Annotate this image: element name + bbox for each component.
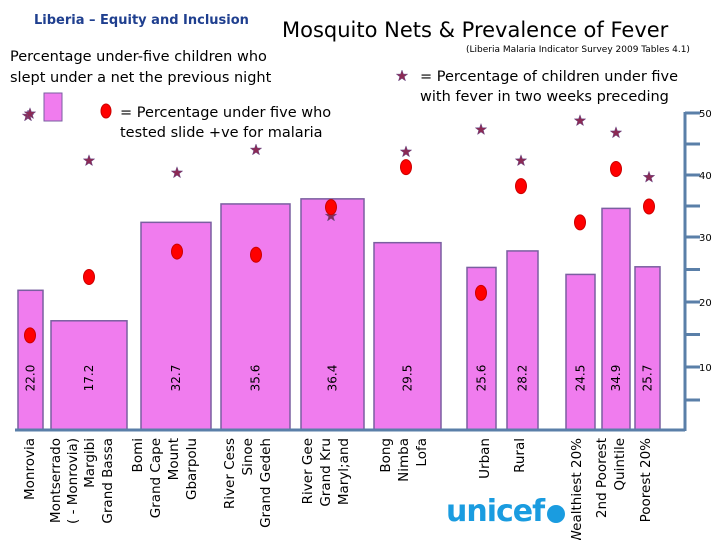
category-label: Grand Bassa <box>100 438 116 524</box>
fever-star-1 <box>82 154 96 167</box>
fever-star-7 <box>514 154 528 167</box>
bar-1 <box>50 320 128 431</box>
category-label: River Gee <box>300 438 316 504</box>
category-label: Lofa <box>414 438 430 467</box>
category-label: 2nd Poorest <box>594 438 610 518</box>
malaria-circle-5 <box>400 159 412 176</box>
y-tick-label: 10 <box>699 363 712 374</box>
category-label: Rural <box>512 438 528 473</box>
unicef-emblem-icon <box>547 505 565 523</box>
fever-star-8 <box>573 114 587 127</box>
category-label: Margibi <box>82 438 98 488</box>
category-label: Mount <box>166 438 182 480</box>
fever-star-6 <box>474 122 488 136</box>
bar-value-label: 24.5 <box>574 365 588 392</box>
malaria-circle-9 <box>610 161 622 178</box>
fever-star-5 <box>399 145 413 158</box>
malaria-circle-0 <box>24 327 36 344</box>
malaria-circle-8 <box>574 214 586 231</box>
bar-value-label: 25.6 <box>475 365 489 392</box>
bar-9 <box>601 207 631 431</box>
y-tick-label: 40 <box>699 171 712 182</box>
fever-star-3 <box>249 143 263 156</box>
bar-3 <box>220 203 291 431</box>
bar-value-label: 34.9 <box>609 365 623 392</box>
legend-star-icon <box>395 69 409 82</box>
malaria-circle-3 <box>250 246 262 263</box>
malaria-circle-1 <box>83 268 95 285</box>
source-note: (Liberia Malaria Indicator Survey 2009 T… <box>466 45 690 55</box>
bar-value-label: 25.7 <box>641 365 655 392</box>
bar-value-label: 32.7 <box>169 365 183 392</box>
y-tick-label: 30 <box>699 233 712 244</box>
y-tick-label: 20 <box>699 298 712 309</box>
category-label: Montserrado <box>48 438 64 523</box>
unicef-logo: unicef <box>446 494 545 529</box>
malaria-circle-4 <box>325 199 337 216</box>
bar-4 <box>300 198 365 431</box>
category-label: Bong <box>378 438 394 473</box>
category-label: ( - Monrovia) <box>65 438 81 524</box>
bar-0 <box>17 289 44 431</box>
category-label: Poorest 20% <box>638 438 654 523</box>
malaria-legend-label: = Percentage under five who tested slide… <box>120 105 332 141</box>
category-label: River Cess <box>222 438 238 509</box>
category-label: Urban <box>477 438 493 479</box>
category-label: Bomi <box>130 438 146 472</box>
legend-circle-icon <box>100 103 112 119</box>
bar-value-label: 35.6 <box>249 365 263 392</box>
fever-star-0 <box>23 107 37 120</box>
bar-value-label: 28.2 <box>516 365 530 392</box>
fever-star-4 <box>324 209 338 222</box>
bar-8 <box>565 273 596 431</box>
category-label: Grand Cape <box>148 438 164 518</box>
malaria-circle-2 <box>171 243 183 260</box>
category-label: Grand Kru <box>318 438 334 507</box>
bar-value-label: 29.5 <box>401 365 415 392</box>
bar-10 <box>634 266 661 431</box>
fever-star-2 <box>170 166 184 179</box>
category-label: Sinoe <box>240 438 256 475</box>
chart-title: Mosquito Nets & Prevalence of Fever <box>282 18 669 42</box>
fever-star-9 <box>609 126 623 139</box>
corner-title: Liberia – Equity and Inclusion <box>34 13 249 28</box>
bar-5 <box>373 241 442 431</box>
fever-legend-label: = Percentage of children under five with… <box>420 69 679 105</box>
malaria-circle-10 <box>643 198 655 215</box>
nets-legend-label: Percentage under-five children who slept… <box>10 49 272 86</box>
bar-value-label: 17.2 <box>82 365 96 392</box>
bar-value-label: 36.4 <box>326 365 340 392</box>
malaria-circle-7 <box>515 178 527 195</box>
category-label: Wealthiest 20% <box>569 438 585 540</box>
bar-value-label: 22.0 <box>24 365 38 392</box>
category-label: Quintile <box>612 438 628 491</box>
category-label: Maryl;and <box>336 438 352 505</box>
legend-bar-swatch <box>43 92 63 122</box>
category-label: Grand Gedeh <box>258 438 274 528</box>
category-label: Monrovia <box>22 438 38 500</box>
fever-star-10 <box>642 170 656 183</box>
category-label: Nimba <box>396 438 412 482</box>
malaria-circle-6 <box>475 284 487 301</box>
bar-7 <box>506 250 539 431</box>
y-tick-label: 50 <box>699 109 712 120</box>
category-label: Gbarpolu <box>184 438 200 500</box>
